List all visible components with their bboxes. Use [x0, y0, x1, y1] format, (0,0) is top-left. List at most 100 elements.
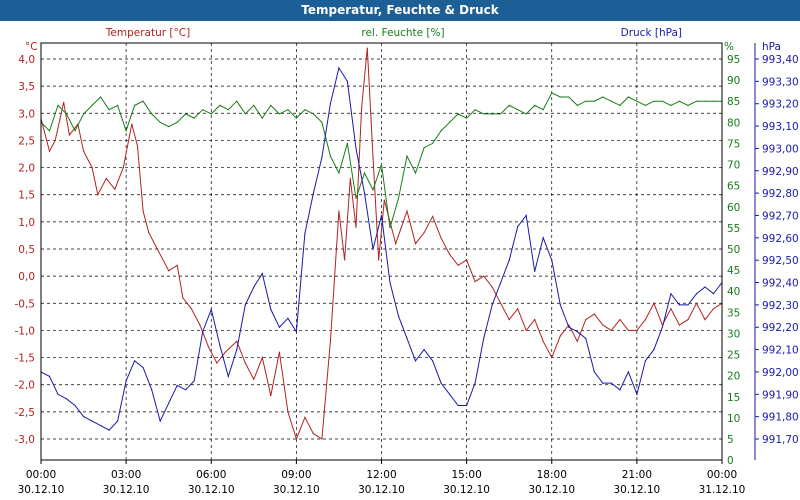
- pressure-tick-label: 992,10: [762, 345, 799, 357]
- temp-tick-label: -2,0: [15, 380, 36, 392]
- humidity-tick-label: 90: [727, 75, 740, 87]
- temp-tick-label: -1,0: [15, 325, 36, 337]
- data-point-temp: [182, 297, 184, 299]
- data-point-hum: [440, 130, 442, 132]
- data-point-press: [117, 420, 119, 422]
- data-point-temp: [190, 308, 192, 310]
- data-point-temp: [136, 145, 139, 147]
- label-layer: 4,0 3,5 3,0 2,5 2,0 1,5 1,0 0,5 0,0 -0,5 -1,0 -1,5 -…: [15, 27, 799, 496]
- data-point-hum: [397, 197, 400, 199]
- humidity-tick-label: 10: [727, 413, 740, 425]
- data-point-press: [491, 304, 493, 306]
- temp-tick-label: -0,5: [15, 298, 36, 310]
- data-point-temp: [270, 395, 272, 397]
- data-point-press: [568, 326, 570, 328]
- data-point-temp: [627, 329, 630, 331]
- data-point-temp: [687, 319, 689, 321]
- data-point-temp: [366, 47, 368, 49]
- data-point-temp: [670, 308, 672, 310]
- humidity-tick-label: 25: [727, 350, 740, 362]
- data-point-hum: [687, 104, 689, 106]
- data-point-press: [440, 382, 442, 384]
- temp-tick-label: -3,0: [15, 434, 36, 446]
- humidity-tick-label: 0: [727, 455, 734, 467]
- data-point-temp: [253, 378, 255, 380]
- data-point-press: [602, 382, 604, 384]
- x-tick-date: 30.12.10: [18, 484, 65, 496]
- data-point-hum: [712, 100, 715, 102]
- data-point-temp: [105, 177, 107, 179]
- data-point-hum: [227, 109, 229, 111]
- data-point-hum: [244, 113, 246, 115]
- data-point-press: [372, 248, 374, 250]
- data-point-hum: [202, 109, 204, 111]
- data-point-hum: [329, 155, 331, 157]
- x-tick-time: 12:00: [366, 469, 396, 481]
- data-point-press: [287, 317, 289, 319]
- data-point-temp: [122, 167, 124, 169]
- data-point-press: [389, 281, 391, 284]
- data-point-temp: [619, 319, 621, 321]
- data-point-press: [193, 380, 195, 382]
- humidity-tick-label: 85: [727, 96, 740, 108]
- data-point-temp: [91, 167, 93, 169]
- data-point-press: [449, 393, 451, 395]
- data-point-hum: [534, 104, 536, 106]
- data-point-hum: [389, 227, 391, 229]
- temp-tick-label: 3,5: [18, 81, 35, 93]
- data-point-hum: [48, 130, 51, 132]
- data-point-temp: [304, 416, 306, 418]
- legend-temperature: Temperatur [°C]: [105, 27, 190, 39]
- data-point-temp: [400, 226, 402, 228]
- data-point-press: [74, 404, 76, 407]
- data-point-press: [610, 382, 612, 384]
- data-point-press: [48, 375, 51, 377]
- data-point-hum: [278, 113, 280, 115]
- data-point-hum: [644, 104, 647, 106]
- humidity-tick-label: 55: [727, 223, 740, 235]
- data-point-temp: [559, 335, 561, 337]
- data-point-press: [576, 331, 578, 333]
- pressure-tick-label: 992,40: [762, 278, 799, 290]
- data-point-hum: [219, 104, 221, 106]
- data-point-hum: [576, 104, 578, 106]
- data-point-hum: [304, 109, 306, 111]
- data-point-hum: [406, 155, 408, 157]
- data-point-temp: [261, 357, 263, 359]
- data-point-hum: [423, 147, 425, 149]
- data-point-press: [627, 371, 630, 373]
- data-point-temp: [83, 150, 85, 152]
- x-tick-time: 09:00: [281, 469, 311, 481]
- data-point-press: [168, 402, 170, 404]
- data-point-hum: [125, 130, 127, 132]
- pressure-tick-label: 993,00: [762, 143, 799, 155]
- temp-tick-label: -2,5: [15, 407, 36, 419]
- pressure-tick-label: 991,90: [762, 389, 799, 401]
- temp-unit-label: °C: [25, 41, 38, 53]
- data-point-hum: [483, 113, 485, 115]
- data-point-press: [338, 67, 340, 69]
- data-point-temp: [168, 270, 170, 272]
- data-point-temp: [278, 351, 280, 353]
- data-point-temp: [704, 319, 706, 321]
- data-point-press: [644, 360, 647, 362]
- data-point-press: [593, 371, 595, 373]
- data-point-temp: [542, 340, 544, 342]
- data-point-press: [65, 398, 68, 400]
- data-point-press: [185, 389, 187, 391]
- data-point-hum: [704, 100, 706, 102]
- data-point-hum: [559, 96, 561, 98]
- data-point-temp: [695, 302, 698, 304]
- pressure-tick-label: 992,70: [762, 210, 799, 222]
- pressure-tick-label: 993,40: [762, 54, 799, 66]
- data-point-hum: [83, 113, 85, 115]
- pressure-tick-label: 993,30: [762, 76, 799, 88]
- data-point-press: [91, 420, 93, 422]
- data-point-press: [508, 259, 510, 261]
- data-point-temp: [63, 101, 65, 103]
- data-point-press: [517, 226, 519, 228]
- data-point-hum: [295, 117, 297, 119]
- data-point-hum: [491, 113, 493, 115]
- data-point-press: [142, 366, 144, 369]
- data-point-hum: [321, 121, 323, 123]
